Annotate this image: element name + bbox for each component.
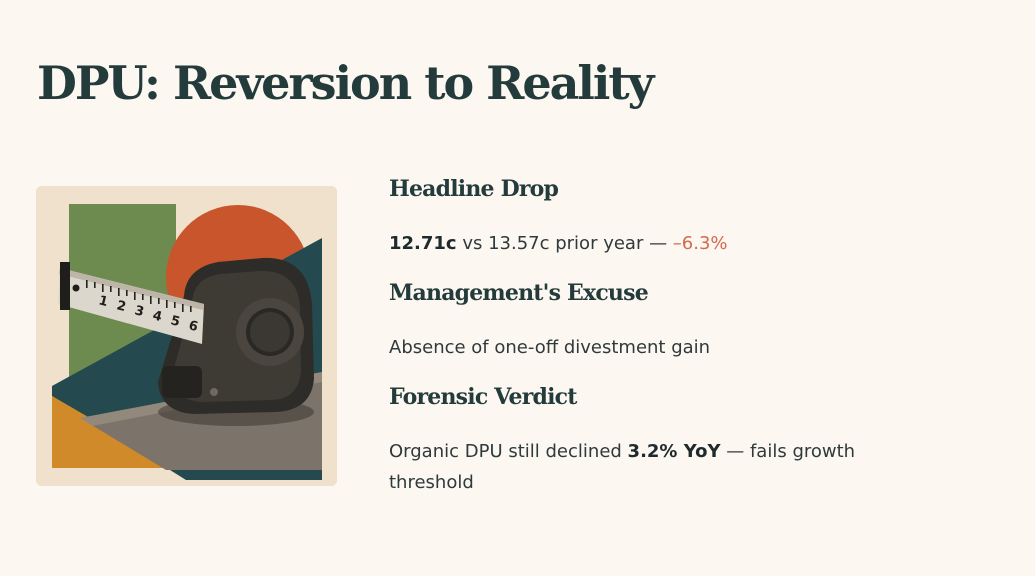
- tape-measure-illustration: 1 2 3 4 5 6: [36, 186, 337, 486]
- current-dpu-value: 12.71c: [389, 233, 457, 254]
- tape-number: 6: [187, 318, 199, 335]
- tape-number: 4: [151, 308, 163, 325]
- management-excuse-heading: Management's Excuse: [389, 280, 649, 306]
- headline-drop-text: 12.71c vs 13.57c prior year — –6.3%: [389, 228, 728, 259]
- tape-measure-icon: 1 2 3 4 5 6: [58, 257, 314, 426]
- change-percentage: –6.3%: [672, 233, 728, 254]
- forensic-verdict-text: Organic DPU still declined 3.2% YoY — fa…: [389, 436, 929, 498]
- forensic-verdict-heading: Forensic Verdict: [389, 384, 577, 410]
- slide-title: DPU: Reversion to Reality: [37, 56, 654, 110]
- verdict-text-after: — fails growth threshold: [389, 441, 856, 493]
- headline-drop-heading: Headline Drop: [389, 176, 559, 202]
- tape-number: 5: [169, 313, 181, 330]
- tape-number: 3: [133, 303, 145, 320]
- tape-number: 1: [97, 293, 109, 310]
- verdict-text-before: Organic DPU still declined: [389, 441, 628, 462]
- management-excuse-text: Absence of one-off divestment gain: [389, 337, 711, 358]
- tape-number: 2: [115, 298, 127, 315]
- verdict-highlight: 3.2% YoY: [627, 441, 721, 462]
- comparison-text: vs 13.57c prior year —: [456, 233, 673, 254]
